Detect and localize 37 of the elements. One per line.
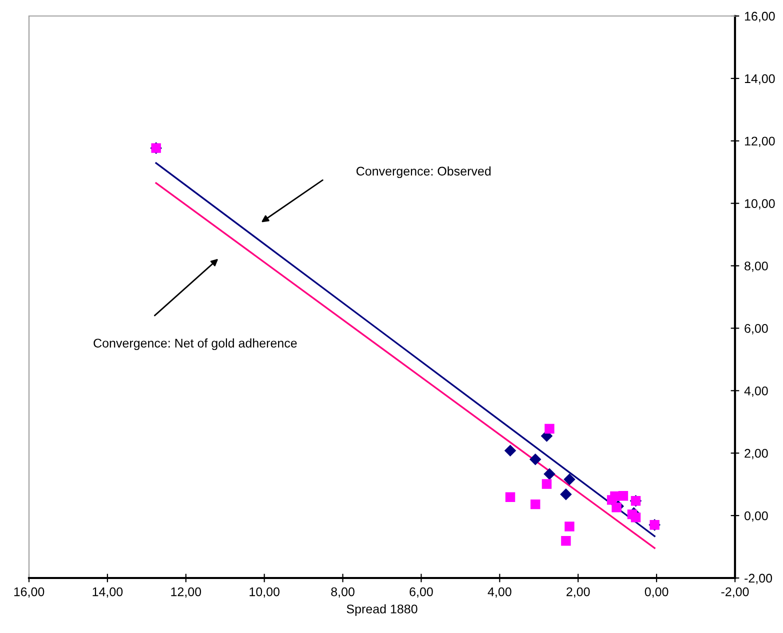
y-tick-label: 10,00 <box>744 199 775 210</box>
x-tick-label: 8,00 <box>331 587 354 598</box>
y-tick-label: 2,00 <box>744 448 768 460</box>
x-tick-label: 6,00 <box>410 587 433 598</box>
x-tick-label: 14,00 <box>92 587 123 598</box>
point <box>504 445 516 456</box>
x-tick-label: 12,00 <box>171 587 202 598</box>
y-tick-label: 8,00 <box>744 262 768 272</box>
y-tick-label: 12,00 <box>744 136 775 148</box>
x-tick-label: 10,00 <box>250 587 280 598</box>
y-tick-label: 4,00 <box>744 386 768 397</box>
point <box>542 479 552 489</box>
point <box>564 474 576 485</box>
annotation: Convergence: Net of gold adherence <box>94 338 297 350</box>
y-tick-label: 16,00 <box>744 12 775 22</box>
point <box>564 522 574 532</box>
point <box>505 492 516 502</box>
x-tick-label: 0,00 <box>644 587 668 598</box>
point <box>544 468 556 480</box>
point <box>530 454 541 465</box>
x-axis-title: Spread 1880 <box>346 604 418 616</box>
annotation: Convergence: Observed <box>356 166 491 178</box>
point <box>630 512 641 522</box>
y-tick-label: 6,00 <box>744 324 768 334</box>
x-tick-label: 4,00 <box>488 587 512 598</box>
point <box>612 502 622 512</box>
y-tick-label: 0,00 <box>744 511 768 522</box>
x-tick-label: 16,00 <box>14 587 44 598</box>
x-tick-label: -2,00 <box>721 587 749 598</box>
y-tick-label: -2,00 <box>744 574 772 584</box>
point <box>561 536 571 546</box>
y-tick-label: 14,00 <box>744 74 775 85</box>
point <box>530 499 540 510</box>
point <box>544 424 554 434</box>
x-tick-label: 2,00 <box>566 587 590 598</box>
point <box>618 491 628 501</box>
point <box>560 488 572 500</box>
